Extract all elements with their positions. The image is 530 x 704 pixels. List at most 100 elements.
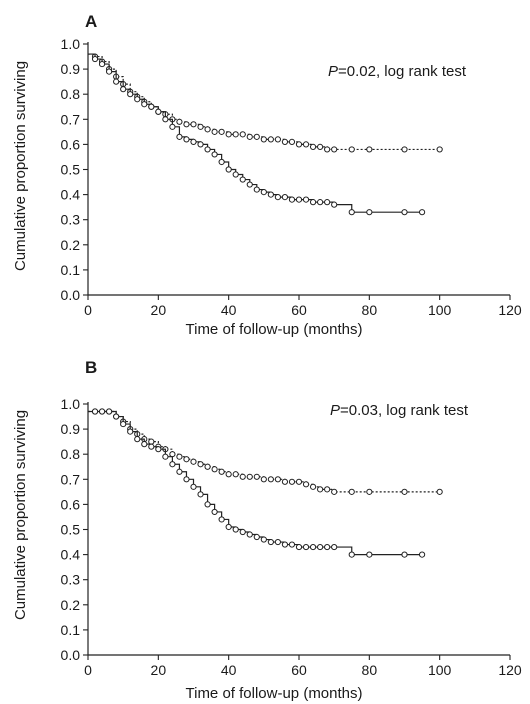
- panel-a-series-2-point: [113, 78, 120, 85]
- panel-a-series-1-point: [218, 128, 225, 135]
- panel-b-series-2-point: [98, 408, 106, 415]
- panel-a-series-1-point: [183, 121, 190, 128]
- panel-b-x-tick-label: 100: [428, 662, 452, 678]
- panel-a-y-axis-title: Cumulative proportion surviving: [12, 61, 29, 271]
- panel-a-y-tick-label: 0.6: [61, 136, 81, 152]
- panel-a-series-1-point: [331, 146, 338, 153]
- panel-a-series-2-point: [260, 188, 267, 196]
- panel-b-series-2-point: [418, 551, 426, 558]
- panel-a-x-tick-label: 40: [221, 302, 237, 318]
- panel-a-series-1-point: [211, 128, 218, 135]
- panel-b-series-2-point: [309, 543, 317, 551]
- panel-a-series-1-point: [197, 123, 204, 130]
- panel-a-series-1-point: [274, 136, 281, 143]
- panel-b-series-2-point: [134, 436, 141, 443]
- panel-a: A Cumulative proportion surviving Time o…: [12, 12, 522, 338]
- panel-a-series-2-point: [106, 68, 113, 75]
- panel-b-series-1-point: [197, 461, 204, 468]
- panel-a-series-2-point: [190, 138, 197, 145]
- panel-a-series-2-point: [418, 209, 426, 216]
- panel-b-p-symbol: P: [330, 402, 340, 419]
- panel-b-series-1-point: [302, 481, 310, 488]
- panel-a-y-tick-label: 0.4: [61, 187, 81, 203]
- panel-a-series-1-point: [348, 146, 355, 153]
- panel-b-series-2-point: [253, 533, 260, 541]
- panel-b-series-1-point: [324, 486, 331, 493]
- panel-b-series-1-point: [366, 488, 373, 495]
- panel-b-y-tick-label: 0.3: [61, 572, 81, 588]
- panel-a-series-2-point: [281, 194, 289, 201]
- panel-a-series-1-point: [232, 131, 239, 138]
- panel-b-series-2-point: [113, 413, 120, 420]
- panel-a-series-2-point: [317, 199, 324, 206]
- panel-b-series-2-point: [281, 541, 289, 548]
- panel-b-series-1-point: [401, 488, 408, 495]
- panel-b-series-2-point: [183, 476, 190, 483]
- panel-b-series-2-point: [190, 483, 197, 490]
- panel-a-series-1-point: [225, 131, 232, 138]
- panel-a-y-tick-label: 0.9: [61, 61, 81, 77]
- panel-a-series-2-point: [134, 96, 141, 103]
- panel-a-series-2-point: [141, 101, 148, 108]
- panel-a-series-2-point: [331, 201, 338, 208]
- panel-b-series-2-point: [232, 526, 239, 533]
- panel-b-series-2-point: [366, 551, 373, 558]
- panel-a-x-tick-label: 20: [151, 302, 167, 318]
- panel-b-series-2-point: [302, 543, 310, 551]
- panel-b-series-1-point: [295, 478, 303, 485]
- panel-a-series-1-point: [324, 146, 331, 153]
- panel-b-p-value-annotation: P=0.03, log rank test: [330, 402, 469, 419]
- panel-a-series-2-point: [98, 60, 106, 68]
- panel-b-y-tick-label: 0.5: [61, 522, 81, 538]
- panel-a-x-tick-label: 0: [84, 302, 92, 318]
- panel-a-series-2-point: [401, 209, 408, 216]
- panel-a-series-2-point: [91, 55, 99, 63]
- panel-b-series-1-point: [281, 478, 289, 485]
- panel-b-series-2-point: [260, 536, 267, 543]
- panel-b-x-tick-label: 0: [84, 662, 92, 678]
- panel-b-series-2-point: [267, 538, 274, 546]
- panel-b-y-tick-label: 0.2: [61, 597, 81, 613]
- panel-a-x-tick-label: 100: [428, 302, 452, 318]
- panel-b-series-2-point: [176, 468, 183, 475]
- panel-b-y-tick-label: 0.7: [61, 471, 81, 487]
- panel-b: B Cumulative proportion surviving Time o…: [12, 358, 522, 702]
- panel-a-series-2-point: [232, 171, 239, 178]
- panel-a-series-2-point: [120, 86, 127, 93]
- panel-b-series-2-point: [197, 491, 204, 498]
- panel-b-series-2-point: [141, 441, 148, 448]
- panel-a-series-2-point: [309, 199, 317, 206]
- panel-a-y-tick-label: 0.0: [61, 287, 81, 303]
- panel-a-series-1-curve: [88, 53, 440, 151]
- panel-a-x-axis-title: Time of follow-up (months): [186, 321, 363, 338]
- panel-b-x-axis-title: Time of follow-up (months): [186, 685, 363, 702]
- panel-b-y-tick-label: 0.4: [61, 547, 81, 563]
- panel-a-series-2-point: [366, 209, 373, 216]
- panel-b-series-2-point: [331, 543, 338, 551]
- panel-b-series-1-point: [183, 456, 190, 463]
- panel-a-series-1-point: [288, 138, 296, 145]
- panel-b-series-2-point: [120, 420, 127, 428]
- panel-b-x-tick-label: 60: [291, 662, 307, 678]
- panel-b-series-1-point: [260, 476, 267, 483]
- panel-a-series-1-point: [190, 121, 197, 128]
- panel-b-series-2-point: [162, 453, 169, 460]
- panel-a-series-2-point: [162, 116, 169, 123]
- panel-a-series-2-point: [267, 191, 274, 198]
- panel-a-x-tick-label: 60: [291, 302, 307, 318]
- panel-a-series-1-point: [239, 131, 246, 138]
- panel-b-series-2-point: [204, 501, 211, 508]
- panel-b-series-2-point: [246, 531, 253, 538]
- panel-a-series-2-point: [197, 141, 204, 148]
- panel-b-series-2-point: [169, 461, 176, 468]
- panel-b-series-2-point: [106, 408, 113, 415]
- panel-a-series-1-point: [302, 141, 310, 148]
- panel-a-series-1-point: [260, 136, 267, 143]
- panel-a-series-2-point: [246, 181, 253, 188]
- panel-b-series-2-point: [324, 543, 331, 551]
- panel-b-x-tick-label: 120: [498, 662, 522, 678]
- panel-b-series-2-point: [295, 543, 303, 551]
- panel-a-series-2-point: [204, 146, 211, 153]
- panel-b-series-2-point: [239, 528, 246, 536]
